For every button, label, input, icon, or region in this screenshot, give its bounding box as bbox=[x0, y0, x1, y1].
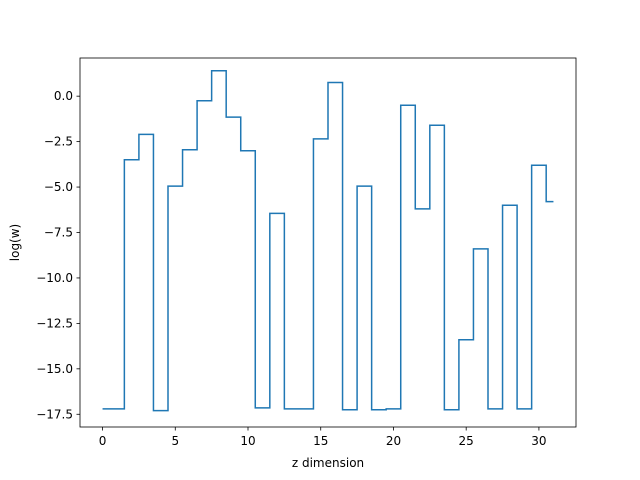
y-tick-label: −2.5 bbox=[44, 135, 73, 149]
x-axis: 0 5 10 15 20 25 30 bbox=[99, 427, 547, 448]
x-tick-label: 30 bbox=[531, 434, 546, 448]
y-tick-label: 0.0 bbox=[54, 89, 73, 103]
y-tick-label: −12.5 bbox=[36, 316, 73, 330]
y-axis: 0.0 −2.5 −5.0 −7.5 −10.0 −12.5 −15.0 −17.5 bbox=[36, 89, 80, 421]
y-tick-label: −5.0 bbox=[44, 180, 73, 194]
x-axis-label: z dimension bbox=[292, 456, 364, 470]
y-tick-label: −17.5 bbox=[36, 407, 73, 421]
x-tick-label: 15 bbox=[313, 434, 328, 448]
x-tick-label: 10 bbox=[240, 434, 255, 448]
x-tick-label: 25 bbox=[459, 434, 474, 448]
y-tick-label: −7.5 bbox=[44, 226, 73, 240]
axes-frame bbox=[79, 57, 577, 428]
x-tick-label: 0 bbox=[99, 434, 107, 448]
y-tick-label: −10.0 bbox=[36, 271, 73, 285]
y-tick-label: −15.0 bbox=[36, 362, 73, 376]
y-axis-label: log(w) bbox=[8, 224, 22, 261]
plot-area bbox=[102, 69, 554, 412]
series-line-0 bbox=[102, 69, 554, 412]
x-tick-label: 5 bbox=[171, 434, 179, 448]
x-tick-label: 20 bbox=[386, 434, 401, 448]
